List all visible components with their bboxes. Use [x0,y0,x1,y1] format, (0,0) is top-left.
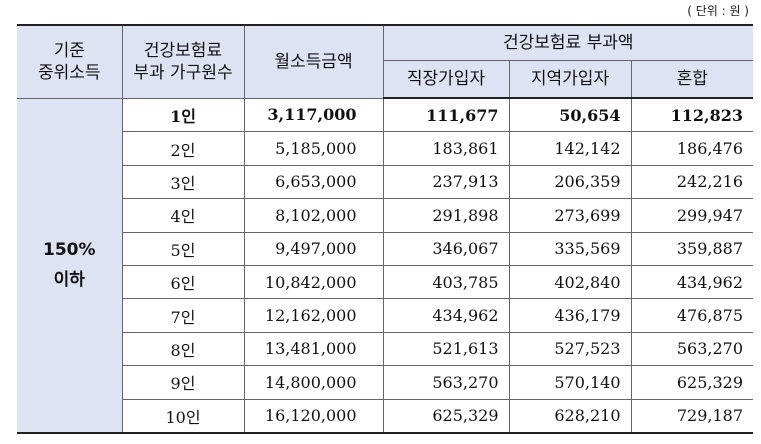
household-size-cell: 8인 [122,331,245,367]
header-household-size-line2: 부과 가구원수 [133,62,233,83]
monthly-income-cell: 5,185,000 [243,131,384,166]
table-row: 9인 14,800,000 563,270 570,140 625,329 [17,365,754,400]
header-employee: 직장가입자 [383,60,510,99]
household-size-cell: 9인 [122,365,245,400]
header-mixed: 혼합 [630,60,754,99]
mixed-premium-cell: 112,823 [630,97,754,133]
table-body: 150% 이하 1인 3,117,000 111,677 50,654 112,823 2인 5… [17,97,754,434]
mixed-premium-cell: 434,962 [630,264,754,300]
mixed-premium-cell: 242,216 [630,164,754,200]
monthly-income-cell: 13,481,000 [243,331,384,367]
regional-premium-cell: 142,142 [508,131,632,166]
employee-premium-cell: 237,913 [382,164,510,200]
mixed-premium-cell: 476,875 [630,298,754,333]
header-household-size: 건강보험료 부과 가구원수 [121,24,245,99]
monthly-income-cell: 14,800,000 [243,365,384,400]
employee-premium-cell: 403,785 [382,264,510,300]
monthly-income-cell: 3,117,000 [243,97,384,133]
household-size-cell: 3인 [122,164,245,200]
household-size-cell: 5인 [122,231,245,266]
mixed-premium-cell: 299,947 [630,198,754,233]
table-row: 10인 16,120,000 625,329 628,210 729,187 [17,398,754,434]
table-row: 8인 13,481,000 521,613 527,523 563,270 [17,331,754,367]
group-label-line2: 이하 [53,270,85,291]
monthly-income-cell: 10,842,000 [243,264,384,300]
table-row: 7인 12,162,000 434,962 436,179 476,875 [17,298,754,333]
group-label-line1: 150% [42,240,96,261]
employee-premium-cell: 625,329 [382,398,510,434]
table-row: 4인 8,102,000 291,898 273,699 299,947 [17,198,754,233]
table-row: 2인 5,185,000 183,861 142,142 186,476 [17,131,754,166]
employee-premium-cell: 521,613 [382,331,510,367]
mixed-premium-cell: 359,887 [630,231,754,266]
regional-premium-cell: 273,699 [508,198,632,233]
table-row: 3인 6,653,000 237,913 206,359 242,216 [17,164,754,200]
employee-premium-cell: 111,677 [382,97,510,133]
header-row-2: 직장가입자 지역가입자 혼합 [17,60,754,99]
household-size-cell: 7인 [122,298,245,333]
header-median-income-line1: 기준 [53,40,85,61]
employee-premium-cell: 291,898 [382,198,510,233]
regional-premium-cell: 335,569 [508,231,632,266]
header-premium-group: 건강보험료 부과액 [382,24,754,61]
header-regional: 지역가입자 [508,60,632,99]
monthly-income-cell: 16,120,000 [243,398,384,434]
regional-premium-cell: 50,654 [508,97,632,133]
employee-premium-cell: 434,962 [382,298,510,333]
household-size-cell: 10인 [122,398,245,434]
header-monthly-income: 월소득금액 [243,24,384,99]
mixed-premium-cell: 625,329 [630,365,754,400]
regional-premium-cell: 206,359 [508,164,632,200]
header-row-1: 기준 중위소득 건강보험료 부과 가구원수 월소득금액 건강보험료 부과액 [17,24,754,99]
monthly-income-cell: 6,653,000 [243,164,384,200]
unit-note: ( 단위 : 원 ) [687,4,749,18]
monthly-income-cell: 8,102,000 [243,198,384,233]
mixed-premium-cell: 729,187 [630,398,754,434]
household-size-cell: 4인 [122,198,245,233]
regional-premium-cell: 527,523 [508,331,632,367]
regional-premium-cell: 628,210 [508,398,632,434]
regional-premium-cell: 436,179 [508,298,632,333]
mixed-premium-cell: 563,270 [630,331,754,367]
regional-premium-cell: 402,840 [508,264,632,300]
premium-table: 기준 중위소득 건강보험료 부과 가구원수 월소득금액 건강보험료 부과액 직장… [17,24,754,434]
employee-premium-cell: 183,861 [382,131,510,166]
mixed-premium-cell: 186,476 [630,131,754,166]
table-row: 5인 9,497,000 346,067 335,569 359,887 [17,231,754,266]
household-size-cell: 1인 [121,97,245,133]
table-row: 150% 이하 1인 3,117,000 111,677 50,654 112,823 [17,97,754,434]
regional-premium-cell: 570,140 [508,365,632,400]
table-row: 6인 10,842,000 403,785 402,840 434,962 [17,264,754,300]
header-median-income-line2: 중위소득 [37,62,101,83]
household-size-cell: 6인 [122,264,245,300]
employee-premium-cell: 563,270 [382,365,510,400]
monthly-income-cell: 9,497,000 [243,231,384,266]
header-median-income: 기준 중위소득 [17,24,123,99]
household-size-cell: 2인 [122,131,245,166]
header-household-size-line1: 건강보험료 [143,40,223,61]
employee-premium-cell: 346,067 [382,231,510,266]
monthly-income-cell: 12,162,000 [243,298,384,333]
median-income-group-cell: 150% 이하 [17,97,123,434]
